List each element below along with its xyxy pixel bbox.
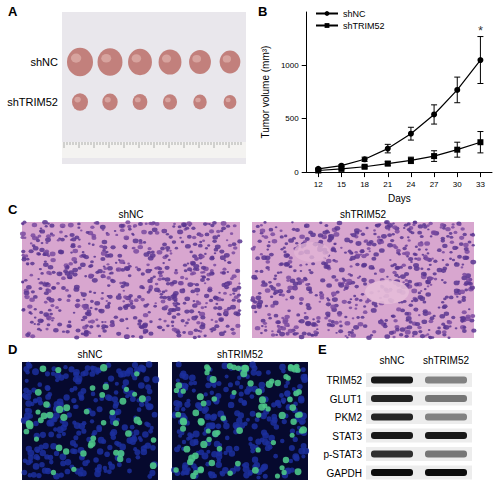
svg-text:27: 27 [430,180,439,189]
svg-text:1000: 1000 [281,61,299,70]
svg-text:shNC: shNC [379,355,404,366]
svg-text:33: 33 [476,180,485,189]
svg-text:shNC: shNC [30,56,58,68]
svg-text:500: 500 [285,114,299,123]
svg-text:12: 12 [314,180,323,189]
svg-text:shNC: shNC [118,209,143,220]
svg-text:21: 21 [383,180,392,189]
svg-text:30: 30 [453,180,462,189]
svg-text:A: A [8,4,18,19]
svg-text:GLUT1: GLUT1 [330,394,363,405]
svg-text:Tumor volume (mm³): Tumor volume (mm³) [260,46,271,139]
svg-text:shTRIM52: shTRIM52 [343,21,385,31]
svg-text:18: 18 [360,180,369,189]
svg-text:GAPDH: GAPDH [326,468,362,479]
svg-text:E: E [318,342,327,357]
svg-text:shNC: shNC [77,349,102,360]
svg-text:shTRIM52: shTRIM52 [217,349,264,360]
svg-text:*: * [478,23,483,38]
svg-text:shTRIM52: shTRIM52 [7,96,58,108]
svg-text:p-STAT3: p-STAT3 [323,449,362,460]
svg-text:C: C [8,202,18,217]
svg-text:B: B [258,4,267,19]
svg-text:shTRIM52: shTRIM52 [423,355,470,366]
svg-text:0: 0 [294,168,299,177]
svg-text:TRIM52: TRIM52 [326,375,362,386]
svg-text:shNC: shNC [343,9,366,19]
svg-text:24: 24 [406,180,415,189]
svg-text:STAT3: STAT3 [332,431,362,442]
svg-text:shTRIM52: shTRIM52 [340,209,387,220]
svg-text:PKM2: PKM2 [335,412,363,423]
svg-text:D: D [8,342,17,357]
svg-text:15: 15 [337,180,346,189]
svg-text:Days: Days [388,193,411,204]
